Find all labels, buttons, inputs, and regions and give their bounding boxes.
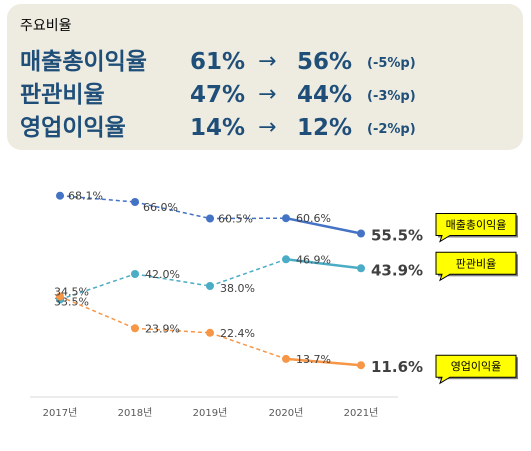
data-label: 66.0% [143,201,178,214]
series-segment [285,357,362,367]
ratio-name: 매출총이익율 [20,49,147,75]
data-point [282,354,290,363]
callout-sga-ratio: 판관비율 [435,251,518,282]
series-segment [134,273,211,287]
series-sga-ratio: 33.5%42.0%38.0%46.9%43.9% [54,253,423,308]
callout-label: 매출총이익율 [446,219,507,232]
x-tick-label: 2018년 [118,407,153,419]
data-point [56,292,64,301]
data-label: 13.7% [296,353,331,366]
data-point [357,229,365,238]
ratio-delta: (-3%p) [367,89,416,104]
data-point [282,255,290,264]
ratio-from: 14% [190,115,246,141]
x-tick-layer: 2017년 2018년 2019년 2020년 2021년 [43,407,379,419]
data-point [357,361,365,370]
ratio-name: 영업이익율 [20,115,126,141]
arrow-icon: → [258,49,277,74]
callout-bubble [435,354,517,385]
data-label: 11.6% [371,358,423,376]
series-segment [59,194,136,203]
callout-label: 영업이익율 [451,360,502,373]
ratio-from: 61% [190,49,246,75]
data-point [206,214,214,223]
data-label: 43.9% [371,261,423,279]
ratio-to: 12% [297,115,353,141]
x-tick-label: 2020년 [269,407,304,419]
data-label: 34.5% [54,286,89,299]
series-segment [134,327,211,334]
summary-title: 주요비율 [20,18,72,34]
ratio-from: 47% [190,82,246,108]
data-label: 60.5% [218,213,253,226]
x-tick-label: 2017년 [43,407,78,419]
data-point [131,270,139,278]
series-segment [285,216,362,235]
data-point [282,214,290,223]
data-label: 68.1% [68,190,103,203]
callout-bubble [435,213,517,243]
series-segment [285,258,362,270]
ratio-delta: (-5%p) [367,56,416,71]
data-point [56,191,64,200]
data-point [131,324,139,333]
data-label: 60.6% [296,212,331,225]
data-point [131,198,139,206]
data-label: 23.9% [145,322,180,335]
x-tick-label: 2019년 [193,407,228,419]
data-label: 55.5% [371,227,423,245]
ratio-to: 56% [297,49,353,75]
data-point [206,328,214,337]
callout-label: 판관비율 [456,257,496,270]
data-point [357,264,365,273]
series-operating-margin: 34.5% 23.9% 22.4% 13.7% 11.6% [54,286,423,377]
data-label: 38.0% [220,282,255,295]
line-chart: 68.1%66.0%60.5% 60.6%55.5%33.5%42.0%38.0%… [30,190,518,419]
ratio-delta: (-2%p) [367,122,416,137]
data-label: 22.4% [220,327,255,340]
series-layer: 68.1%66.0%60.5% 60.6%55.5%33.5%42.0%38.0%… [54,190,423,377]
summary-box: 주요비율 매출총이익율 61% → 56% (-5%p) 판관비율 47% → … [7,4,523,150]
arrow-icon: → [258,115,277,140]
ratio-to: 44% [297,82,353,108]
callout-bubble [435,251,517,282]
callout-gross-margin: 매출총이익율 [435,213,518,243]
data-point [206,282,214,290]
data-label: 46.9% [296,253,331,266]
ratio-name: 판관비율 [20,82,105,108]
series-gross-margin: 68.1% 66.0% 60.5% 60.6% 55.5% [56,190,423,245]
arrow-icon: → [258,82,277,107]
callout-operating-margin: 영업이익율 [435,354,518,385]
data-label: 42.0% [145,268,180,281]
series-segment [134,201,211,220]
series-segment [59,273,136,301]
x-tick-label: 2021년 [344,407,379,419]
series-segment [209,332,287,360]
